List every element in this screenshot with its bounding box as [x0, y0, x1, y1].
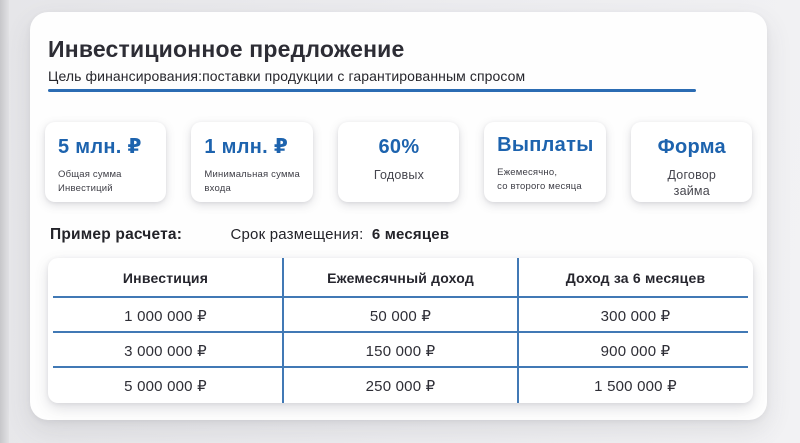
table-rows: Инвестиция Ежемесячный доход Доход за 6 ме…: [48, 258, 753, 403]
stat-card: 1 млн. ₽ Минимальная сумма входа: [191, 122, 313, 202]
table-header-cell: Инвестиция: [122, 270, 209, 286]
table-header-row: Инвестиция Ежемесячный доход Доход за 6 ме…: [48, 258, 753, 298]
table-cell: 150 000 ₽: [365, 342, 436, 360]
example-label: Пример расчета:: [50, 226, 183, 243]
table-cell: 1 000 000 ₽: [124, 307, 207, 325]
table-header-cell: Доход за 6 месяцев: [565, 270, 706, 286]
table-cell: 1 500 000 ₽: [594, 377, 677, 395]
table-cell: 3 000 000 ₽: [124, 342, 207, 360]
table-cell: 300 000 ₽: [600, 307, 671, 325]
page-left-edge: [0, 0, 9, 443]
placement-term-label: Срок размещения:: [230, 226, 364, 243]
stat-card: Выплаты Ежемесячно, со второго месяца: [484, 122, 606, 202]
page-subtitle: Цель финансирования:поставки продукции с…: [48, 68, 526, 84]
stat-label: Годовых: [373, 168, 425, 182]
table-row-divider: [53, 296, 748, 298]
stat-value: Выплаты: [497, 134, 594, 156]
table-cell: 900 000 ₽: [600, 342, 671, 360]
stat-value: 5 млн. ₽: [58, 136, 142, 158]
calculation-table: Инвестиция Ежемесячный доход Доход за 6 ме…: [48, 258, 753, 403]
placement-term-value: 6 месяцев: [371, 226, 450, 243]
table-column-divider: [516, 258, 519, 403]
table-row: 5 000 000 ₽ 250 000 ₽ 1 500 000 ₽: [48, 368, 753, 403]
stat-value: 60%: [378, 136, 420, 158]
table-row-divider: [53, 366, 748, 368]
stat-card: 5 млн. ₽ Общая сумма Инвестиций: [45, 122, 167, 202]
stat-card: Форма Договор займа: [630, 122, 752, 202]
stat-value: Форма: [657, 136, 726, 158]
table-cell: 50 000 ₽: [369, 307, 432, 325]
table-cell: 5 000 000 ₽: [124, 377, 207, 395]
table-row: 3 000 000 ₽ 150 000 ₽ 900 000 ₽: [48, 333, 753, 368]
header-underline: [48, 89, 696, 92]
page-title: Инвестиционное предложение: [48, 36, 405, 62]
example-line: Пример расчета: Срок размещения: 6 месяц…: [50, 226, 449, 244]
table-row: 1 000 000 ₽ 50 000 ₽ 300 000 ₽: [48, 298, 753, 333]
stat-card: 60% Годовых: [337, 122, 460, 202]
table-cell: 250 000 ₽: [365, 377, 436, 395]
stat-value: 1 млн. ₽: [204, 136, 289, 158]
content-panel: Инвестиционное предложение Цель финансир…: [30, 12, 767, 420]
stat-cards: 5 млн. ₽ Общая сумма Инвестиций 1 млн. ₽ Ми…: [45, 122, 752, 202]
stat-label: Минимальная сумма входа: [204, 169, 300, 194]
stat-label: Ежемесячно, со второго месяца: [497, 167, 582, 192]
stat-label: Договор займа: [667, 168, 717, 199]
table-header-cell: Ежемесячный доход: [327, 270, 474, 286]
table-row-divider: [53, 331, 748, 333]
table-column-divider: [281, 258, 284, 403]
stat-label: Общая сумма Инвестиций: [58, 169, 122, 194]
